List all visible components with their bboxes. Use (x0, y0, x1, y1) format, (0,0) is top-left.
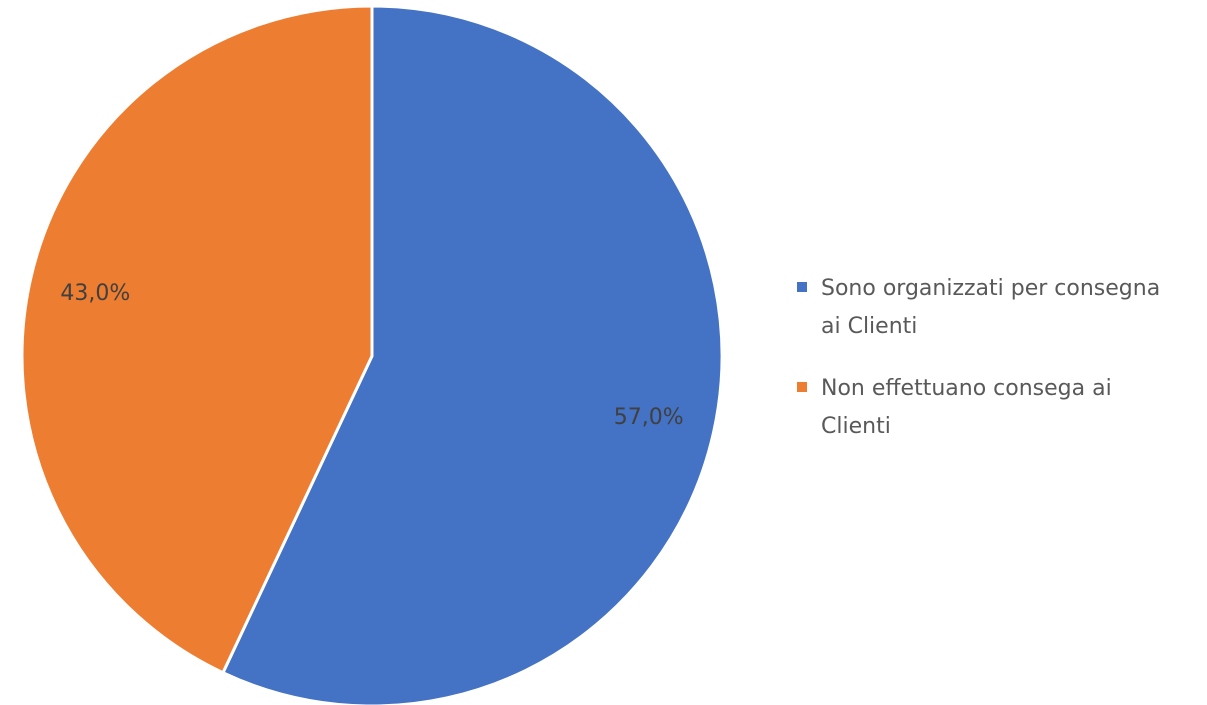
legend-item: Non effettuano consega ai Clienti (797, 370, 1167, 446)
legend-item: Sono organizzati per consegna ai Clienti (797, 270, 1167, 346)
legend-swatch (797, 282, 807, 292)
legend-swatch (797, 382, 807, 392)
legend-label: Non effettuano consega ai Clienti (821, 376, 1112, 439)
legend-label: Sono organizzati per consegna ai Clienti (821, 276, 1161, 339)
data-label: 57,0% (614, 405, 684, 430)
legend: Sono organizzati per consegna ai Clienti… (797, 270, 1167, 470)
pie-plot: 57,0% 43,0% (20, 4, 724, 705)
data-label: 43,0% (60, 281, 130, 306)
pie-slice (221, 4, 724, 705)
pie-slice (20, 4, 374, 675)
